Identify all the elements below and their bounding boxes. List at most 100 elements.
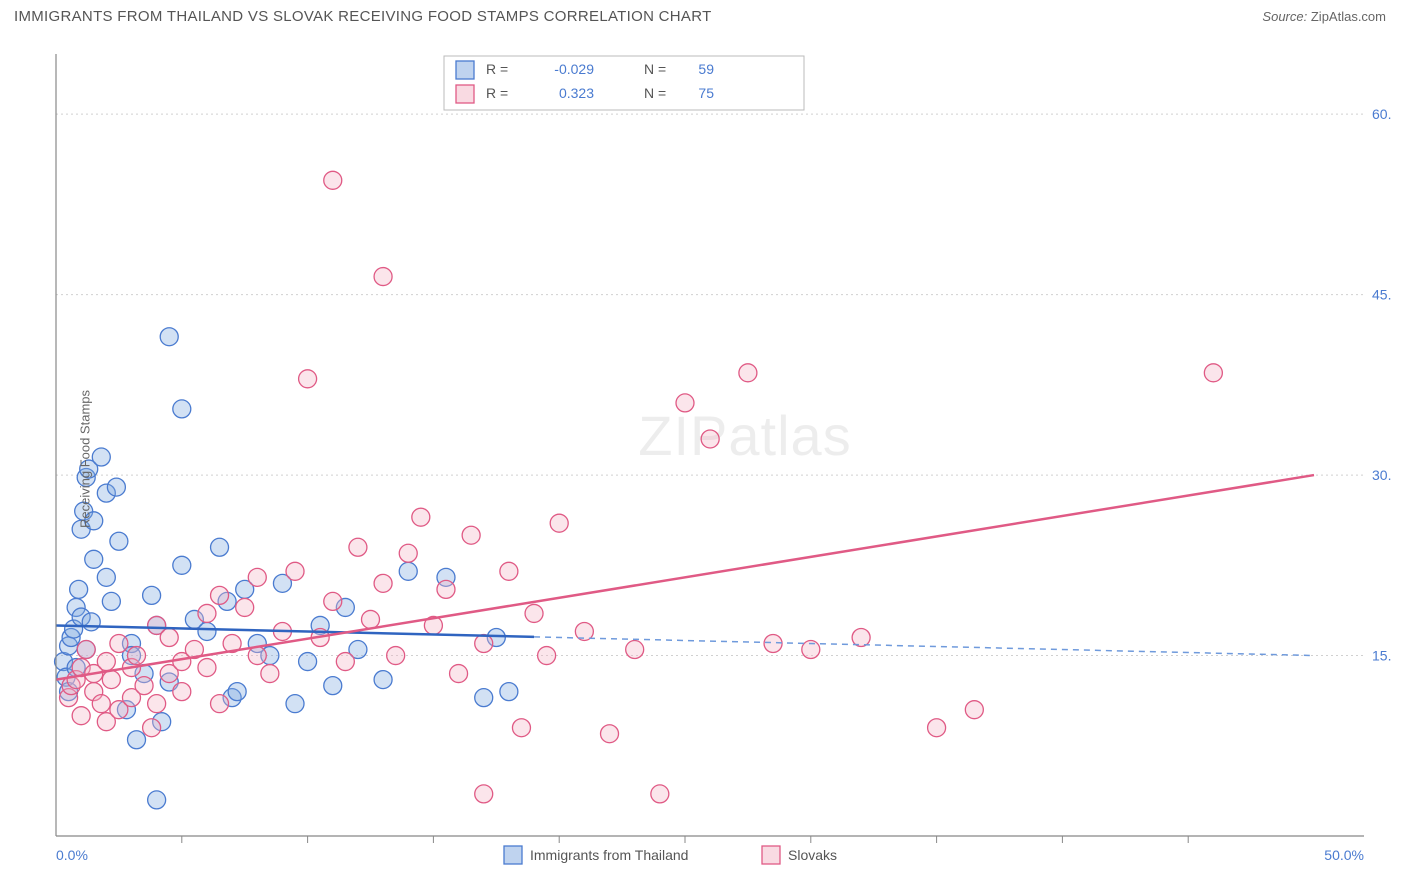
data-point (72, 707, 90, 725)
data-point (248, 647, 266, 665)
data-point (374, 671, 392, 689)
data-point (228, 683, 246, 701)
data-point (349, 538, 367, 556)
data-point (475, 785, 493, 803)
data-point (82, 613, 100, 631)
data-point (143, 719, 161, 737)
data-point (626, 641, 644, 659)
data-point (324, 677, 342, 695)
trend-line-slovaks (56, 475, 1314, 680)
data-point (128, 731, 146, 749)
y-axis-label: Receiving Food Stamps (78, 390, 93, 528)
data-point (148, 791, 166, 809)
data-point (965, 701, 983, 719)
data-point (500, 683, 518, 701)
data-point (928, 719, 946, 737)
data-point (1204, 364, 1222, 382)
data-point (92, 448, 110, 466)
source-value: ZipAtlas.com (1311, 9, 1386, 24)
watermark: ZIPatlas (638, 404, 851, 467)
data-point (374, 268, 392, 286)
legend-r-value: -0.029 (554, 61, 594, 77)
data-point (198, 604, 216, 622)
data-point (97, 653, 115, 671)
y-tick-label: 60.0% (1372, 106, 1392, 122)
data-point (462, 526, 480, 544)
data-point (450, 665, 468, 683)
data-point (374, 574, 392, 592)
data-point (475, 635, 493, 653)
data-point (236, 598, 254, 616)
legend-r-label: R = (486, 61, 508, 77)
data-point (475, 689, 493, 707)
legend-swatch (456, 85, 474, 103)
legend-n-label: N = (644, 85, 666, 101)
data-point (85, 550, 103, 568)
data-point (248, 568, 266, 586)
header: IMMIGRANTS FROM THAILAND VS SLOVAK RECEI… (0, 0, 1406, 29)
trend-line-thailand-ext (534, 637, 1314, 656)
data-point (211, 695, 229, 713)
data-point (70, 580, 88, 598)
data-point (324, 171, 342, 189)
data-point (437, 580, 455, 598)
data-point (198, 622, 216, 640)
data-point (550, 514, 568, 532)
data-point (739, 364, 757, 382)
data-point (538, 647, 556, 665)
data-point (399, 562, 417, 580)
data-point (261, 665, 279, 683)
legend-n-value: 75 (698, 85, 714, 101)
legend-swatch (504, 846, 522, 864)
data-point (135, 677, 153, 695)
data-point (211, 538, 229, 556)
data-point (173, 556, 191, 574)
data-point (211, 586, 229, 604)
legend-n-label: N = (644, 61, 666, 77)
scatter-chart: ZIPatlas 15.0% 30.0% 45.0% 60.0% 0.0% 50.0% R =… (14, 36, 1392, 882)
data-point (412, 508, 430, 526)
data-point (500, 562, 518, 580)
source-label: Source: (1262, 9, 1307, 24)
data-point (77, 641, 95, 659)
y-tick-label: 30.0% (1372, 467, 1392, 483)
source: Source: ZipAtlas.com (1262, 9, 1386, 24)
legend-swatch (762, 846, 780, 864)
data-point (525, 604, 543, 622)
legend-n-value: 59 (698, 61, 714, 77)
data-point (160, 328, 178, 346)
data-point (336, 653, 354, 671)
y-tick-label: 15.0% (1372, 648, 1392, 664)
data-point (143, 586, 161, 604)
data-point (601, 725, 619, 743)
data-point (286, 562, 304, 580)
legend-swatch (456, 61, 474, 79)
data-point (102, 671, 120, 689)
data-point (102, 592, 120, 610)
legend-r-label: R = (486, 85, 508, 101)
y-tick-label: 45.0% (1372, 287, 1392, 303)
data-point (286, 695, 304, 713)
legend-series-label: Slovaks (788, 847, 837, 863)
data-point (173, 683, 191, 701)
data-point (160, 628, 178, 646)
data-point (128, 647, 146, 665)
data-point (764, 635, 782, 653)
chart-area: Receiving Food Stamps ZIPatlas 15.0% 30.0%… (14, 36, 1392, 882)
data-point (676, 394, 694, 412)
data-point (387, 647, 405, 665)
chart-title: IMMIGRANTS FROM THAILAND VS SLOVAK RECEI… (14, 8, 712, 25)
data-point (299, 370, 317, 388)
data-point (110, 532, 128, 550)
data-point (198, 659, 216, 677)
legend-series-label: Immigrants from Thailand (530, 847, 688, 863)
data-point (92, 695, 110, 713)
legend-r-value: 0.323 (559, 85, 594, 101)
data-point (362, 610, 380, 628)
data-point (173, 400, 191, 418)
data-point (701, 430, 719, 448)
x-tick-label: 0.0% (56, 847, 88, 863)
data-point (299, 653, 317, 671)
data-point (852, 628, 870, 646)
x-tick-label: 50.0% (1324, 847, 1364, 863)
